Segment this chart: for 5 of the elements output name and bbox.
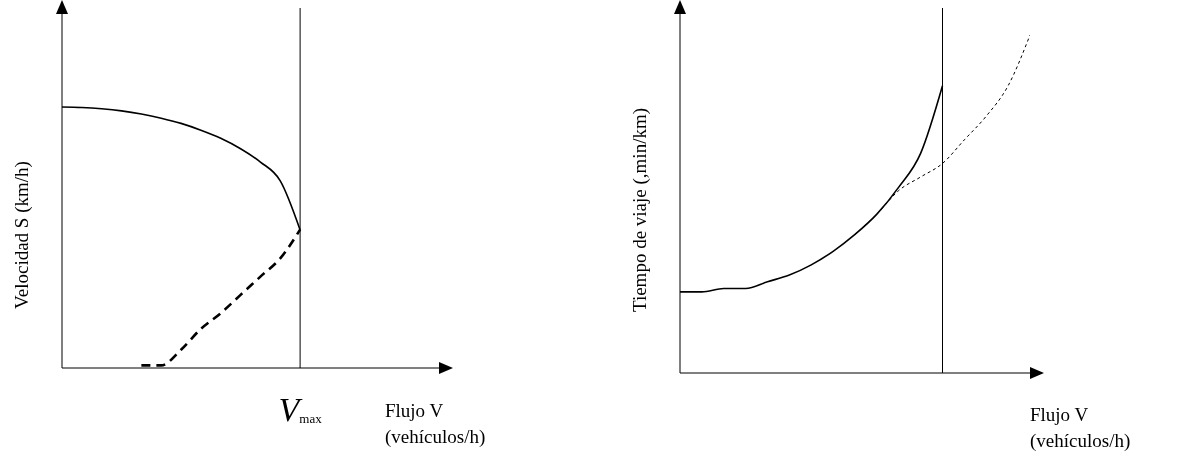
y-axis-title: Velocidad S (km/h)	[11, 161, 32, 309]
x-axis-title: Flujo V (vehículos/h)	[1030, 404, 1131, 451]
text: V$_{max}$	[278, 391, 322, 428]
x-axis-title: Flujo V (vehículos/h)	[385, 400, 486, 447]
y-axis-title: Tiempo de viaje (,min/km)	[629, 107, 650, 313]
